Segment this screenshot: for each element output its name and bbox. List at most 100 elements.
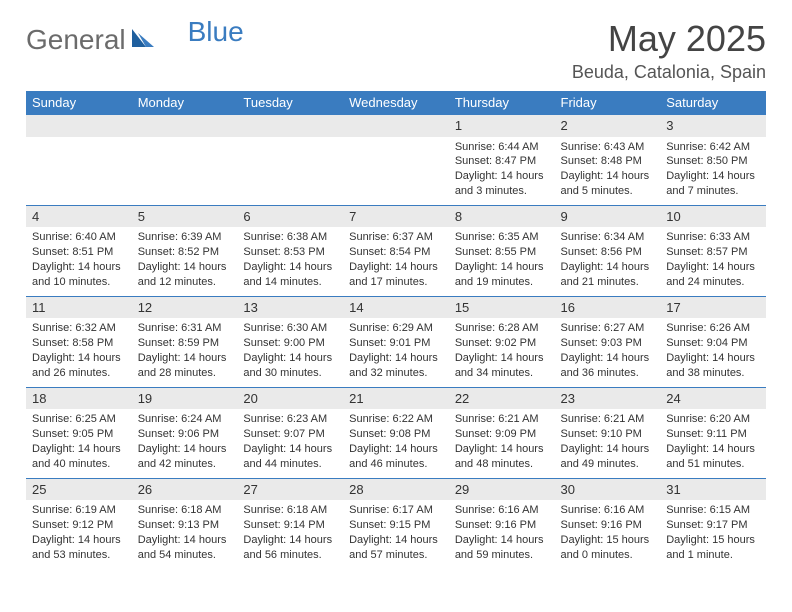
day-number-cell: 15 <box>449 296 555 318</box>
day-info-cell: Sunrise: 6:29 AMSunset: 9:01 PMDaylight:… <box>343 318 449 387</box>
daylight-text: Daylight: 14 hours and 19 minutes. <box>455 260 549 290</box>
day-info-cell <box>343 137 449 206</box>
info-row: Sunrise: 6:25 AMSunset: 9:05 PMDaylight:… <box>26 409 766 478</box>
daylight-text: Daylight: 14 hours and 44 minutes. <box>243 442 337 472</box>
daylight-text: Daylight: 14 hours and 36 minutes. <box>561 351 655 381</box>
daylight-text: Daylight: 14 hours and 30 minutes. <box>243 351 337 381</box>
day-info-cell: Sunrise: 6:38 AMSunset: 8:53 PMDaylight:… <box>237 227 343 296</box>
sunset-text: Sunset: 9:14 PM <box>243 518 337 533</box>
sunset-text: Sunset: 9:08 PM <box>349 427 443 442</box>
daylight-text: Daylight: 14 hours and 24 minutes. <box>666 260 760 290</box>
day-number-cell: 18 <box>26 387 132 409</box>
sunrise-text: Sunrise: 6:37 AM <box>349 230 443 245</box>
day-number-cell: 16 <box>555 296 661 318</box>
day-info-cell: Sunrise: 6:22 AMSunset: 9:08 PMDaylight:… <box>343 409 449 478</box>
sunset-text: Sunset: 8:58 PM <box>32 336 126 351</box>
weekday-header: Thursday <box>449 91 555 115</box>
weekday-header-row: Sunday Monday Tuesday Wednesday Thursday… <box>26 91 766 115</box>
sunset-text: Sunset: 9:07 PM <box>243 427 337 442</box>
daylight-text: Daylight: 14 hours and 59 minutes. <box>455 533 549 563</box>
sunset-text: Sunset: 9:11 PM <box>666 427 760 442</box>
sunset-text: Sunset: 8:57 PM <box>666 245 760 260</box>
day-info-cell: Sunrise: 6:17 AMSunset: 9:15 PMDaylight:… <box>343 500 449 568</box>
day-info-cell: Sunrise: 6:34 AMSunset: 8:56 PMDaylight:… <box>555 227 661 296</box>
day-number-cell: 11 <box>26 296 132 318</box>
daylight-text: Daylight: 14 hours and 56 minutes. <box>243 533 337 563</box>
day-number-cell: 12 <box>132 296 238 318</box>
sunset-text: Sunset: 9:15 PM <box>349 518 443 533</box>
day-info-cell: Sunrise: 6:28 AMSunset: 9:02 PMDaylight:… <box>449 318 555 387</box>
daylight-text: Daylight: 14 hours and 7 minutes. <box>666 169 760 199</box>
daylight-text: Daylight: 14 hours and 32 minutes. <box>349 351 443 381</box>
sunrise-text: Sunrise: 6:27 AM <box>561 321 655 336</box>
sunrise-text: Sunrise: 6:33 AM <box>666 230 760 245</box>
daylight-text: Daylight: 15 hours and 0 minutes. <box>561 533 655 563</box>
day-number-cell: 21 <box>343 387 449 409</box>
day-number-cell <box>343 115 449 137</box>
daylight-text: Daylight: 14 hours and 42 minutes. <box>138 442 232 472</box>
info-row: Sunrise: 6:44 AMSunset: 8:47 PMDaylight:… <box>26 137 766 206</box>
sunset-text: Sunset: 8:53 PM <box>243 245 337 260</box>
day-number-cell: 27 <box>237 478 343 500</box>
day-number-cell <box>237 115 343 137</box>
day-number-cell: 9 <box>555 205 661 227</box>
sunset-text: Sunset: 9:16 PM <box>455 518 549 533</box>
location-subtitle: Beuda, Catalonia, Spain <box>572 62 766 83</box>
day-number-cell <box>132 115 238 137</box>
sunset-text: Sunset: 8:50 PM <box>666 154 760 169</box>
sunset-text: Sunset: 9:01 PM <box>349 336 443 351</box>
sunset-text: Sunset: 9:09 PM <box>455 427 549 442</box>
day-info-cell <box>26 137 132 206</box>
info-row: Sunrise: 6:19 AMSunset: 9:12 PMDaylight:… <box>26 500 766 568</box>
sunrise-text: Sunrise: 6:25 AM <box>32 412 126 427</box>
day-number-cell <box>26 115 132 137</box>
sunset-text: Sunset: 9:04 PM <box>666 336 760 351</box>
day-number-cell: 1 <box>449 115 555 137</box>
daylight-text: Daylight: 14 hours and 26 minutes. <box>32 351 126 381</box>
day-number-cell: 19 <box>132 387 238 409</box>
day-info-cell: Sunrise: 6:19 AMSunset: 9:12 PMDaylight:… <box>26 500 132 568</box>
sunset-text: Sunset: 9:03 PM <box>561 336 655 351</box>
day-info-cell: Sunrise: 6:21 AMSunset: 9:09 PMDaylight:… <box>449 409 555 478</box>
sunrise-text: Sunrise: 6:24 AM <box>138 412 232 427</box>
daynum-row: 11121314151617 <box>26 296 766 318</box>
sunrise-text: Sunrise: 6:15 AM <box>666 503 760 518</box>
daynum-row: 18192021222324 <box>26 387 766 409</box>
day-number-cell: 13 <box>237 296 343 318</box>
daylight-text: Daylight: 14 hours and 5 minutes. <box>561 169 655 199</box>
month-title: May 2025 <box>572 18 766 60</box>
day-info-cell: Sunrise: 6:25 AMSunset: 9:05 PMDaylight:… <box>26 409 132 478</box>
sunrise-text: Sunrise: 6:40 AM <box>32 230 126 245</box>
daylight-text: Daylight: 14 hours and 53 minutes. <box>32 533 126 563</box>
weekday-header: Tuesday <box>237 91 343 115</box>
daylight-text: Daylight: 14 hours and 46 minutes. <box>349 442 443 472</box>
info-row: Sunrise: 6:40 AMSunset: 8:51 PMDaylight:… <box>26 227 766 296</box>
calendar-table: Sunday Monday Tuesday Wednesday Thursday… <box>26 91 766 569</box>
day-number-cell: 5 <box>132 205 238 227</box>
daynum-row: 123 <box>26 115 766 137</box>
day-number-cell: 24 <box>660 387 766 409</box>
brand-logo: General Blue <box>26 18 244 56</box>
sunrise-text: Sunrise: 6:42 AM <box>666 140 760 155</box>
sunrise-text: Sunrise: 6:23 AM <box>243 412 337 427</box>
daylight-text: Daylight: 14 hours and 28 minutes. <box>138 351 232 381</box>
day-info-cell: Sunrise: 6:40 AMSunset: 8:51 PMDaylight:… <box>26 227 132 296</box>
calendar-body: 123 Sunrise: 6:44 AMSunset: 8:47 PMDayli… <box>26 115 766 569</box>
info-row: Sunrise: 6:32 AMSunset: 8:58 PMDaylight:… <box>26 318 766 387</box>
day-info-cell: Sunrise: 6:32 AMSunset: 8:58 PMDaylight:… <box>26 318 132 387</box>
day-number-cell: 25 <box>26 478 132 500</box>
sunrise-text: Sunrise: 6:18 AM <box>138 503 232 518</box>
daylight-text: Daylight: 14 hours and 12 minutes. <box>138 260 232 290</box>
sunset-text: Sunset: 9:17 PM <box>666 518 760 533</box>
sunrise-text: Sunrise: 6:39 AM <box>138 230 232 245</box>
day-number-cell: 30 <box>555 478 661 500</box>
day-number-cell: 17 <box>660 296 766 318</box>
day-info-cell: Sunrise: 6:44 AMSunset: 8:47 PMDaylight:… <box>449 137 555 206</box>
sunrise-text: Sunrise: 6:22 AM <box>349 412 443 427</box>
daylight-text: Daylight: 14 hours and 49 minutes. <box>561 442 655 472</box>
day-number-cell: 26 <box>132 478 238 500</box>
sunset-text: Sunset: 8:56 PM <box>561 245 655 260</box>
day-info-cell: Sunrise: 6:42 AMSunset: 8:50 PMDaylight:… <box>660 137 766 206</box>
sunset-text: Sunset: 9:00 PM <box>243 336 337 351</box>
day-info-cell: Sunrise: 6:20 AMSunset: 9:11 PMDaylight:… <box>660 409 766 478</box>
